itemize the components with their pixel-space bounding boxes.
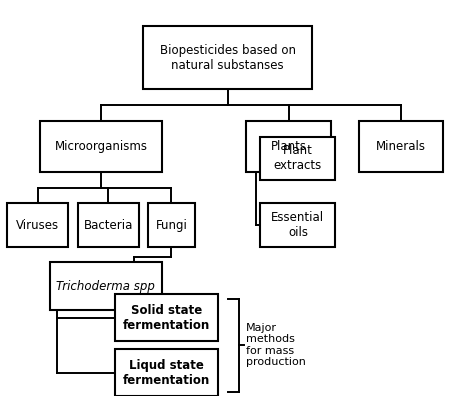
FancyBboxPatch shape [260,203,336,247]
Text: Liqud state
fermentation: Liqud state fermentation [123,359,210,387]
FancyBboxPatch shape [50,263,162,310]
Text: Major
methods
for mass
production: Major methods for mass production [246,323,306,367]
Text: Fungi: Fungi [155,219,187,231]
Text: Minerals: Minerals [376,140,426,153]
Text: Solid state
fermentation: Solid state fermentation [123,304,210,332]
Text: Biopesticides based on
natural substanses: Biopesticides based on natural substanse… [160,44,296,72]
Text: Bacteria: Bacteria [83,219,133,231]
FancyBboxPatch shape [143,26,312,89]
Text: Viruses: Viruses [16,219,59,231]
FancyBboxPatch shape [359,121,443,172]
FancyBboxPatch shape [246,121,331,172]
Text: Plant
extracts: Plant extracts [274,144,322,172]
Text: Essential
oils: Essential oils [271,211,325,239]
FancyBboxPatch shape [78,203,138,247]
FancyBboxPatch shape [8,203,68,247]
Text: Microorganisms: Microorganisms [55,140,148,153]
FancyBboxPatch shape [115,294,218,341]
Text: Trichoderma spp: Trichoderma spp [56,280,155,292]
FancyBboxPatch shape [40,121,162,172]
Text: Plants: Plants [271,140,307,153]
FancyBboxPatch shape [260,136,336,180]
FancyBboxPatch shape [115,349,218,396]
FancyBboxPatch shape [148,203,195,247]
